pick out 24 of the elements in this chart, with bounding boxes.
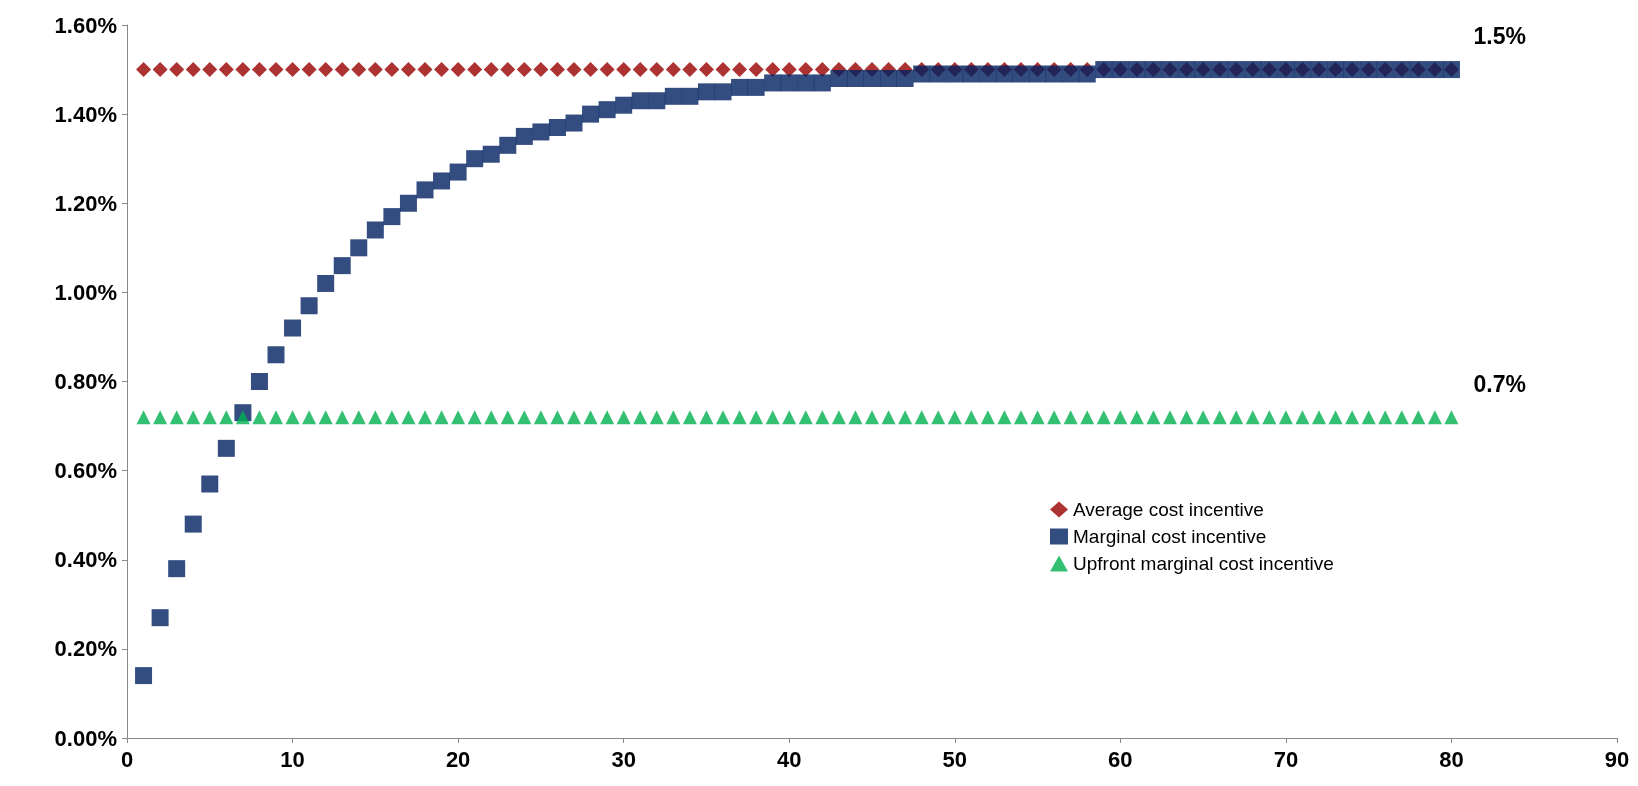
y-tick-label: 0.20% — [54, 636, 117, 662]
y-tick-label: 0.60% — [54, 458, 117, 484]
legend-label: Average cost incentive — [1073, 499, 1264, 520]
y-tick-label: 1.60% — [54, 12, 117, 38]
annotation: 0.7% — [1473, 370, 1526, 397]
x-tick-label: 30 — [611, 746, 636, 772]
x-tick-label: 0 — [120, 746, 134, 772]
y-tick-label: 1.40% — [54, 101, 117, 127]
legend-label: Upfront marginal cost incentive — [1073, 553, 1334, 574]
y-tick-label: 0.80% — [54, 369, 117, 394]
y-tick-label: 0.00% — [54, 725, 117, 751]
x-tick-label: 80 — [1439, 746, 1464, 772]
x-tick-label: 20 — [445, 746, 471, 772]
y-tick-label: 1.00% — [54, 279, 117, 305]
y-tick-label: 1.20% — [54, 190, 117, 216]
x-tick-label: 40 — [776, 746, 802, 772]
x-tick-label: 70 — [1273, 746, 1299, 772]
x-tick-label: 50 — [942, 746, 968, 772]
x-tick-label: 10 — [280, 746, 305, 772]
annotation: 1.5% — [1473, 23, 1526, 50]
x-tick-label: 90 — [1604, 746, 1630, 772]
y-tick-label: 0.40% — [54, 547, 117, 573]
legend-label: Marginal cost incentive — [1073, 526, 1267, 547]
x-tick-label: 60 — [1108, 746, 1133, 772]
